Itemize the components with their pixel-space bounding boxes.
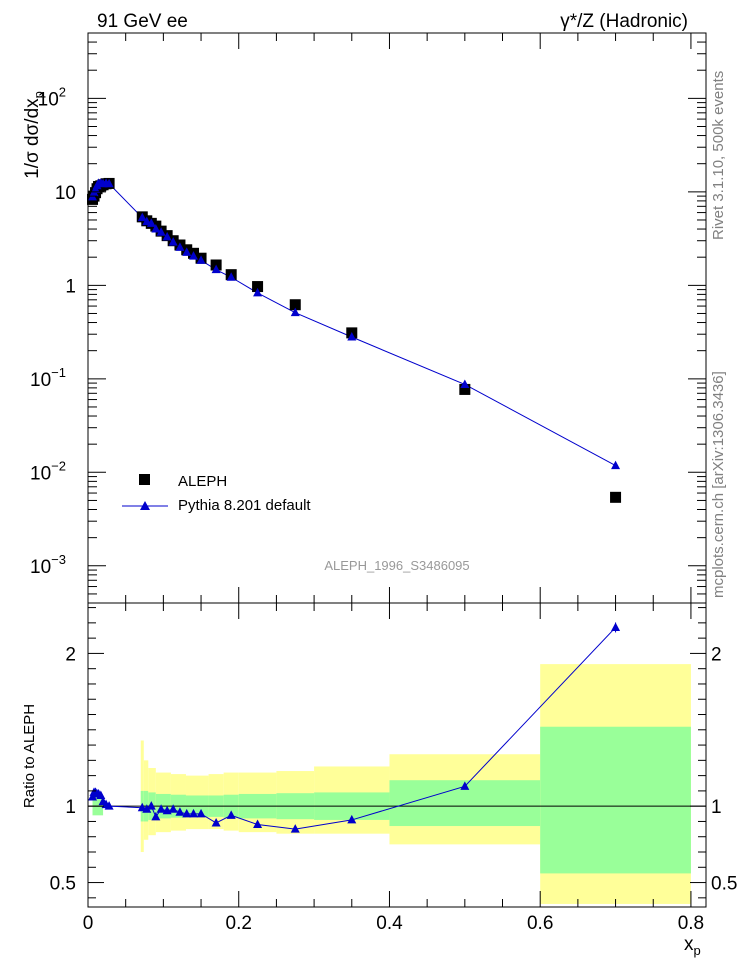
ratio-bands bbox=[92, 664, 691, 904]
xtick-label-0: 0 bbox=[83, 913, 94, 934]
ratio-ytick-label-right-1: 1 bbox=[711, 797, 722, 818]
ratio-ytick-label-right-2: 2 bbox=[711, 644, 722, 665]
xtick-label-4: 0.8 bbox=[678, 913, 704, 934]
xtick-label-2: 0.4 bbox=[376, 913, 403, 934]
pythia-point-25 bbox=[460, 379, 470, 388]
xtick-label-3: 0.6 bbox=[527, 913, 553, 934]
legend-marker-pythia bbox=[140, 501, 150, 510]
ratio-point-11 bbox=[146, 801, 156, 810]
pythia-point-12 bbox=[151, 224, 161, 233]
ratio-point-25 bbox=[460, 781, 470, 790]
legend-marker-aleph bbox=[139, 474, 150, 485]
main-frame bbox=[87, 32, 707, 604]
pythia-point-24 bbox=[347, 332, 357, 341]
aleph-point-23 bbox=[289, 299, 301, 311]
ratio-ytick-label-left-2: 2 bbox=[65, 644, 76, 665]
ratio-point-21 bbox=[226, 810, 236, 819]
ratio-point-0 bbox=[88, 792, 98, 801]
svg-text:Ratio to ALEPH: Ratio to ALEPH bbox=[21, 704, 38, 808]
pythia-point-21 bbox=[226, 272, 236, 281]
ratio-point-10 bbox=[142, 804, 152, 813]
main-ytick-label-2: 10−1 bbox=[30, 365, 66, 391]
ratio-point-12 bbox=[151, 811, 161, 821]
main-ylabel: 1/σ dσ/dxp bbox=[22, 91, 46, 179]
pythia-point-17 bbox=[182, 247, 192, 256]
mcplots-label: mcplots.cern.ch [arXiv:1306.3436] bbox=[710, 371, 727, 598]
ratio-point-24 bbox=[347, 814, 357, 824]
ratio-point-13 bbox=[156, 804, 166, 813]
ratio-layer bbox=[88, 622, 706, 833]
rivet-label: Rivet 3.1.10, 500k events bbox=[710, 71, 727, 240]
title-right: γ*/Z (Hadronic) bbox=[560, 11, 688, 32]
ratio-point-26 bbox=[611, 622, 621, 631]
main-layer bbox=[87, 177, 622, 503]
pythia-line bbox=[92, 182, 616, 467]
ratio-point-22 bbox=[253, 819, 263, 829]
aleph-point-26 bbox=[610, 491, 622, 503]
title-left: 91 GeV ee bbox=[97, 11, 188, 32]
svg-text:1/σ dσ/dxp: 1/σ dσ/dxp bbox=[22, 91, 46, 179]
ratio-point-23 bbox=[290, 824, 300, 833]
analysis-label: ALEPH_1996_S3486095 bbox=[324, 558, 469, 573]
aleph-point-22 bbox=[252, 281, 264, 293]
svg-text:mcplots.cern.ch [arXiv:1306.34: mcplots.cern.ch [arXiv:1306.3436] bbox=[710, 371, 727, 598]
ratio-point-19 bbox=[196, 808, 206, 818]
pythia-point-19 bbox=[196, 255, 206, 264]
x-axis-label: xp bbox=[684, 934, 701, 958]
pythia-point-20 bbox=[211, 264, 221, 274]
ratio-ylabel: Ratio to ALEPH bbox=[21, 704, 38, 808]
ratio-point-18 bbox=[189, 808, 199, 818]
pythia-point-16 bbox=[175, 242, 185, 251]
aleph-point-25 bbox=[459, 383, 471, 395]
legend-label-pythia: Pythia 8.201 default bbox=[178, 497, 311, 514]
ratio-ytick-label-left-1: 1 bbox=[65, 797, 76, 818]
band-inner-12 bbox=[540, 726, 691, 874]
main-ytick-label-1: 10−2 bbox=[30, 458, 66, 484]
main-ytick-label-5: 102 bbox=[38, 84, 66, 110]
ratio-ytick-label-left-0: 0.5 bbox=[50, 874, 76, 895]
svg-text:Rivet 3.1.10, 500k events: Rivet 3.1.10, 500k events bbox=[710, 71, 727, 240]
main-ytick-label-3: 1 bbox=[65, 276, 76, 297]
pythia-point-15 bbox=[168, 237, 178, 246]
pythia-point-11 bbox=[146, 218, 156, 227]
legend-label-aleph: ALEPH bbox=[178, 473, 227, 490]
xtick-label-1: 0.2 bbox=[226, 913, 252, 934]
pythia-point-13 bbox=[156, 227, 166, 236]
ratio-frame bbox=[87, 602, 707, 908]
ratio-point-8 bbox=[104, 801, 114, 810]
ratio-ytick-label-right-0: 0.5 bbox=[711, 874, 737, 895]
pythia-point-14 bbox=[162, 231, 172, 241]
ratio-point-16 bbox=[175, 807, 185, 816]
pythia-point-18 bbox=[189, 251, 199, 260]
ratio-point-20 bbox=[211, 817, 221, 827]
pythia-point-26 bbox=[611, 460, 621, 470]
axes-layer: 10−3 10−2 10−1 1 10 102 0 0.2 0.4 0.6 0.8 0.5 0.5 1 1 2… bbox=[30, 32, 737, 934]
ratio-point-15 bbox=[168, 804, 178, 813]
main-ytick-label-0: 10−3 bbox=[30, 552, 66, 578]
ratio-point-17 bbox=[182, 808, 192, 818]
pythia-point-22 bbox=[253, 287, 263, 297]
pythia-point-8 bbox=[104, 178, 114, 188]
pythia-point-9 bbox=[137, 212, 147, 222]
pythia-point-23 bbox=[290, 307, 300, 317]
main-ytick-label-4: 10 bbox=[55, 183, 76, 204]
legend: ALEPH Pythia 8.201 default bbox=[122, 473, 311, 514]
